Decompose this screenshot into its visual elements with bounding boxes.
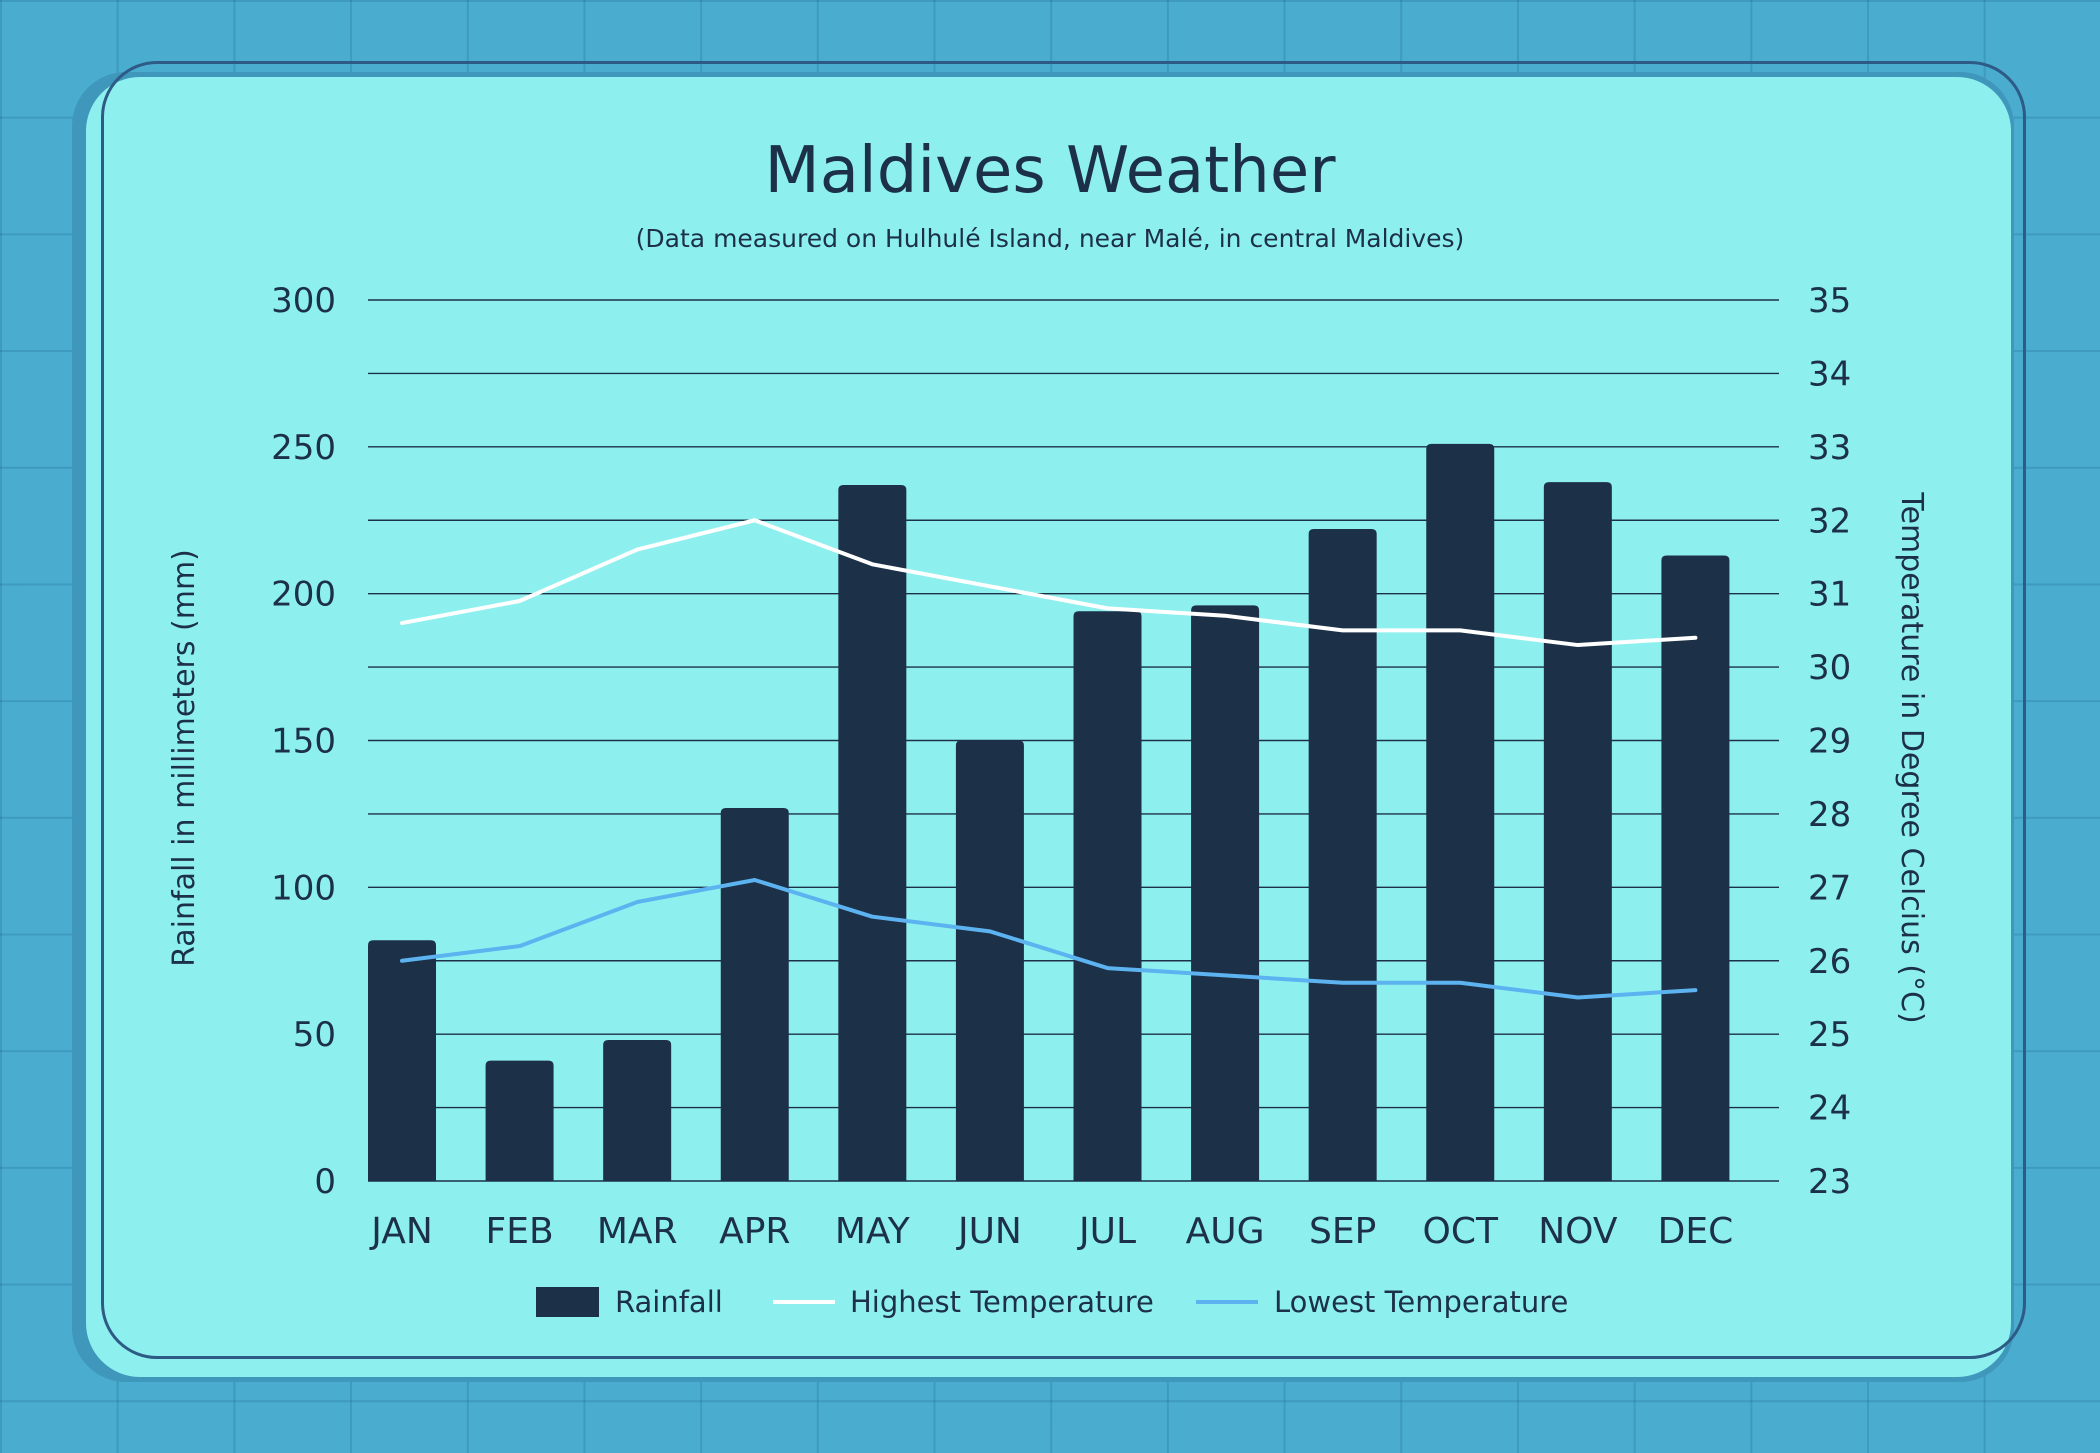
- right-tick-label: 33: [1808, 428, 1851, 468]
- right-tick-label: 23: [1808, 1162, 1851, 1202]
- category-label-jul: JUL: [1077, 1211, 1136, 1252]
- right-tick-label: 27: [1808, 868, 1851, 908]
- rainfall-bar-apr: [720, 808, 789, 1181]
- rainfall-bar-jul: [1073, 611, 1142, 1181]
- left-axis-label: Rainfall in millimeters (mm): [167, 549, 202, 967]
- rainfall-bar-sep: [1308, 529, 1377, 1181]
- category-label-may: MAY: [835, 1211, 911, 1252]
- rainfall-bar-jan: [368, 940, 436, 1181]
- rainfall-bar-jun: [955, 740, 1024, 1181]
- left-tick-label: 150: [271, 722, 336, 762]
- chart-title: Maldives Weather: [764, 134, 1336, 208]
- left-tick-label: 250: [271, 428, 336, 468]
- chart-subtitle: (Data measured on Hulhulé Island, near M…: [636, 224, 1465, 253]
- legend: Rainfall Highest Temperature Lowest Temper…: [536, 1285, 1568, 1319]
- rainfall-bar-nov: [1543, 482, 1612, 1181]
- right-tick-label: 30: [1808, 648, 1851, 688]
- temperature-lines: [400, 518, 1698, 1000]
- rainfall-bars: [368, 443, 1730, 1181]
- right-tick-label: 26: [1808, 942, 1851, 982]
- category-label-dec: DEC: [1658, 1211, 1734, 1252]
- left-tick-label: 0: [314, 1162, 336, 1202]
- category-label-aug: AUG: [1186, 1211, 1265, 1252]
- right-axis-ticks: 23 24 25 26 27 28 29 30 31 32 33 34 35: [1808, 281, 1851, 1202]
- right-tick-label: 24: [1808, 1089, 1851, 1129]
- highest-temperature-line: [400, 518, 1698, 648]
- rainfall-bar-may: [838, 485, 907, 1181]
- lowest-temperature-line: [400, 877, 1698, 1000]
- rainfall-bar-aug: [1191, 605, 1260, 1181]
- card-outline: [101, 61, 2026, 1359]
- right-axis-label: Temperature in Degree Celcius (°C): [1894, 491, 1929, 1023]
- left-tick-label: 50: [293, 1015, 336, 1055]
- legend-label-highest-temperature: Highest Temperature: [850, 1285, 1154, 1319]
- left-tick-label: 300: [271, 281, 336, 321]
- rainfall-bar-oct: [1426, 443, 1495, 1181]
- left-tick-label: 100: [271, 868, 336, 908]
- right-tick-label: 34: [1808, 354, 1851, 394]
- right-tick-label: 32: [1808, 501, 1851, 541]
- category-label-feb: FEB: [486, 1211, 554, 1252]
- legend-label-rainfall: Rainfall: [615, 1285, 723, 1319]
- category-label-jan: JAN: [369, 1211, 433, 1252]
- category-label-jun: JUN: [956, 1211, 1022, 1252]
- right-tick-label: 25: [1808, 1015, 1851, 1055]
- category-label-sep: SEP: [1309, 1211, 1376, 1252]
- right-tick-label: 29: [1808, 722, 1851, 762]
- left-axis-ticks: 0 50 100 150 200 250 300: [271, 281, 336, 1202]
- right-tick-label: 28: [1808, 795, 1851, 835]
- category-label-nov: NOV: [1538, 1211, 1618, 1252]
- rainfall-bar-feb: [485, 1060, 554, 1181]
- category-labels: JAN FEB MAR APR MAY JUN JUL AUG SEP OCT NOV DEC: [369, 1211, 1733, 1252]
- category-label-mar: MAR: [597, 1211, 678, 1252]
- category-label-oct: OCT: [1423, 1211, 1499, 1252]
- right-tick-label: 35: [1808, 281, 1851, 321]
- legend-swatch-rainfall: [536, 1287, 599, 1317]
- category-label-apr: APR: [719, 1211, 790, 1252]
- right-tick-label: 31: [1808, 575, 1851, 615]
- legend-label-lowest-temperature: Lowest Temperature: [1274, 1285, 1568, 1319]
- rainfall-bar-mar: [603, 1040, 672, 1181]
- rainfall-bar-dec: [1661, 555, 1730, 1181]
- left-tick-label: 200: [271, 575, 336, 615]
